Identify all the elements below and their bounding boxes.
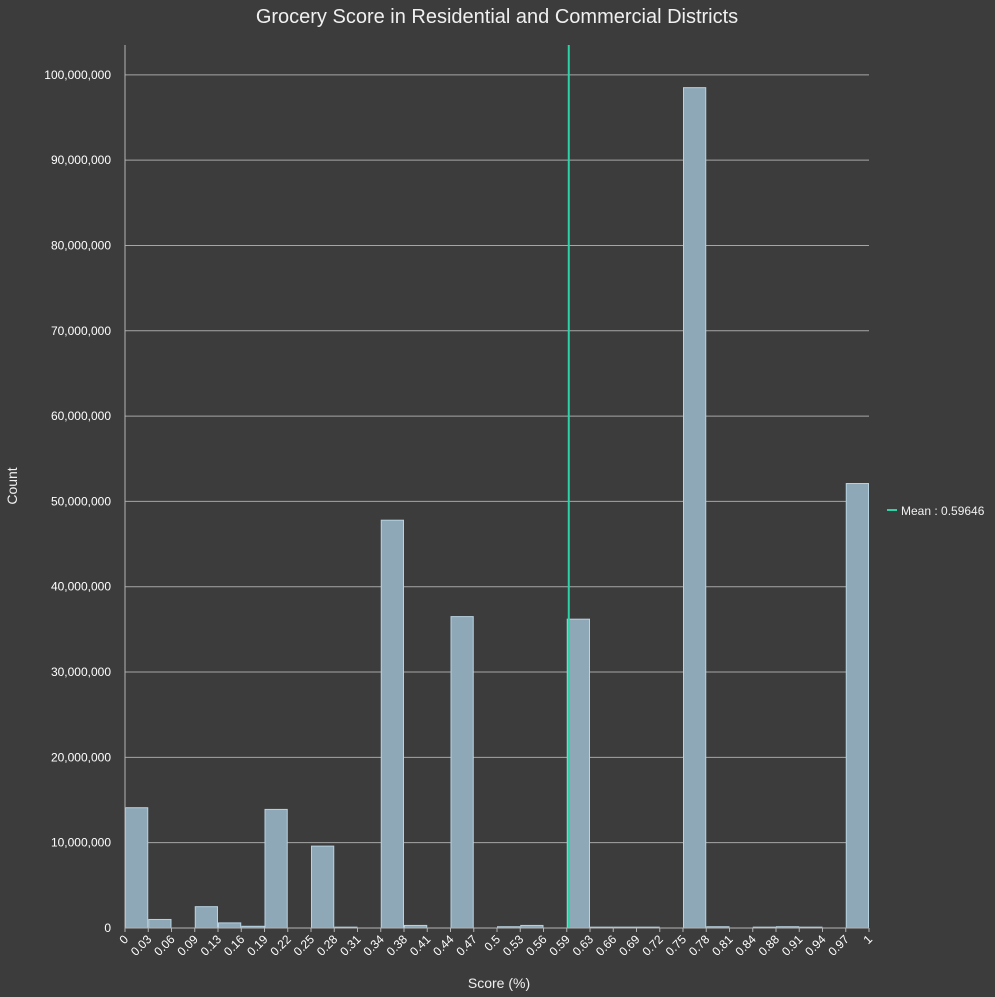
legend: Mean : 0.59646 <box>887 504 985 518</box>
x-tick-label: 0.13 <box>198 932 225 959</box>
x-tick-label: 0.22 <box>267 932 294 959</box>
y-axis-title: Count <box>4 467 20 504</box>
y-tick-label: 20,000,000 <box>51 750 111 764</box>
x-tick-label: 0.44 <box>430 932 457 959</box>
x-tick-label: 0.78 <box>686 932 713 959</box>
x-tick-label: 0.25 <box>291 932 318 959</box>
x-tick-label: 0.03 <box>128 932 155 959</box>
x-tick-label: 0.31 <box>337 932 364 959</box>
y-tick-labels: 0 10,000,000 20,000,000 30,000,000 40,000,00… <box>44 68 111 935</box>
y-tick-label: 30,000,000 <box>51 665 111 679</box>
x-tick-label: 0.84 <box>732 932 759 959</box>
x-tick-label: 0.81 <box>709 932 736 959</box>
x-tick-label: 0.5 <box>481 932 503 954</box>
bars <box>125 87 869 929</box>
histogram-bar <box>683 87 707 929</box>
histogram-bar <box>450 616 474 929</box>
x-tick-label: 0.16 <box>221 932 248 959</box>
x-tick-labels: 00.030.060.090.130.160.190.220.250.280.3… <box>116 928 875 959</box>
x-tick-label: 0.38 <box>384 932 411 959</box>
histogram-bar <box>380 519 404 929</box>
x-tick-label: 0.41 <box>407 932 434 959</box>
x-tick-label: 0.59 <box>546 932 573 959</box>
x-tick-label: 1 <box>860 932 875 947</box>
gridlines <box>125 74 869 844</box>
x-tick-label: 0.56 <box>523 932 550 959</box>
x-axis-title: Score (%) <box>468 975 530 991</box>
histogram-bar <box>218 922 242 929</box>
y-tick-label: 90,000,000 <box>51 153 111 167</box>
y-tick-label: 10,000,000 <box>51 836 111 850</box>
x-tick-label: 0.75 <box>663 932 690 959</box>
axes <box>124 45 869 929</box>
y-tick-label: 40,000,000 <box>51 580 111 594</box>
y-tick-label: 50,000,000 <box>51 494 111 508</box>
x-tick-label: 0 <box>116 932 131 947</box>
histogram-bar <box>194 906 218 929</box>
legend-mean-label: Mean : 0.59646 <box>901 504 985 518</box>
histogram-bar <box>311 845 335 929</box>
x-tick-label: 0.69 <box>616 932 643 959</box>
histogram-bar <box>566 618 590 929</box>
histogram-bar <box>125 807 149 929</box>
x-tick-label: 0.63 <box>570 932 597 959</box>
x-tick-label: 0.34 <box>360 932 387 959</box>
y-tick-label: 0 <box>104 921 111 935</box>
x-tick-label: 0.19 <box>244 932 271 959</box>
x-tick-label: 0.09 <box>174 932 201 959</box>
y-tick-label: 70,000,000 <box>51 324 111 338</box>
x-tick-label: 0.66 <box>593 932 620 959</box>
chart-title: Grocery Score in Residential and Commerc… <box>256 6 738 28</box>
y-tick-label: 60,000,000 <box>51 409 111 423</box>
histogram-bar <box>148 918 172 929</box>
histogram-bar <box>845 483 869 929</box>
x-tick-label: 0.28 <box>314 932 341 959</box>
x-tick-label: 0.94 <box>802 932 829 959</box>
x-tick-label: 0.47 <box>453 932 480 959</box>
x-tick-label: 0.88 <box>756 932 783 959</box>
x-tick-label: 0.91 <box>779 932 806 959</box>
y-tick-label: 80,000,000 <box>51 238 111 252</box>
y-tick-label: 100,000,000 <box>44 68 111 82</box>
histogram-bar <box>264 808 288 929</box>
x-tick-label: 0.06 <box>151 932 178 959</box>
x-tick-label: 0.97 <box>825 932 852 959</box>
x-tick-label: 0.53 <box>500 932 527 959</box>
x-tick-label: 0.72 <box>639 932 666 959</box>
